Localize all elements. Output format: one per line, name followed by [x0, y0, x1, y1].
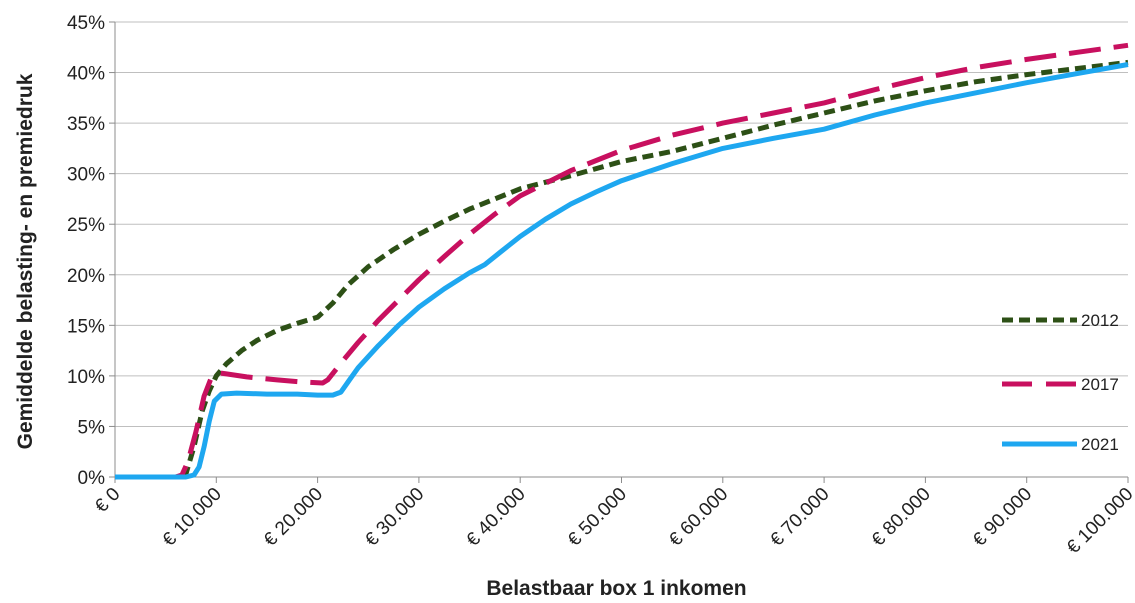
x-tick-label: € 60.000 — [665, 484, 732, 551]
series-line-2012 — [115, 59, 1129, 480]
legend: 2012 2017 2021 — [1002, 311, 1119, 454]
y-tick-label: 30% — [67, 165, 105, 186]
series-line-2021 — [115, 62, 1129, 480]
legend-label-2012: 2012 — [1081, 311, 1119, 330]
x-tick-label: € 20.000 — [260, 484, 327, 551]
gridlines — [115, 21, 1128, 427]
x-tick-label: € 90.000 — [969, 484, 1036, 551]
series-line-2017 — [115, 42, 1129, 480]
x-axis-title: Belastbaar box 1 inkomen — [486, 577, 746, 600]
legend-label-2021: 2021 — [1081, 435, 1119, 454]
axes — [109, 21, 1129, 483]
x-tick-labels: € 0 € 10.000 € 20.000 € 30.000 € 40.000 € 50.… — [91, 484, 1135, 559]
y-tick-label: 40% — [67, 64, 105, 85]
y-tick-labels: 0% 5% 10% 15% 20% 25% 30% 35% 40% 45% — [67, 13, 105, 489]
y-tick-label: 5% — [78, 417, 106, 438]
x-tick-label: € 10.000 — [159, 484, 226, 551]
y-axis-title: Gemiddelde belasting- en premiedruk — [14, 73, 37, 449]
x-tick-label: € 40.000 — [463, 484, 530, 551]
x-tick-label: € 70.000 — [766, 484, 833, 551]
y-tick-label: 25% — [67, 215, 105, 236]
y-tick-label: 0% — [78, 468, 106, 489]
x-tick-label: € 50.000 — [564, 484, 631, 551]
x-tick-label: € 30.000 — [361, 484, 428, 551]
y-tick-label: 45% — [67, 13, 105, 34]
x-tick-label: € 80.000 — [868, 484, 935, 551]
y-tick-label: 10% — [67, 367, 105, 388]
x-tick-label: € 100.000 — [1063, 484, 1135, 559]
y-tick-label: 35% — [67, 114, 105, 135]
series-lines — [115, 42, 1129, 480]
legend-label-2017: 2017 — [1081, 375, 1119, 394]
y-tick-label: 15% — [67, 316, 105, 337]
y-tick-label: 20% — [67, 266, 105, 287]
